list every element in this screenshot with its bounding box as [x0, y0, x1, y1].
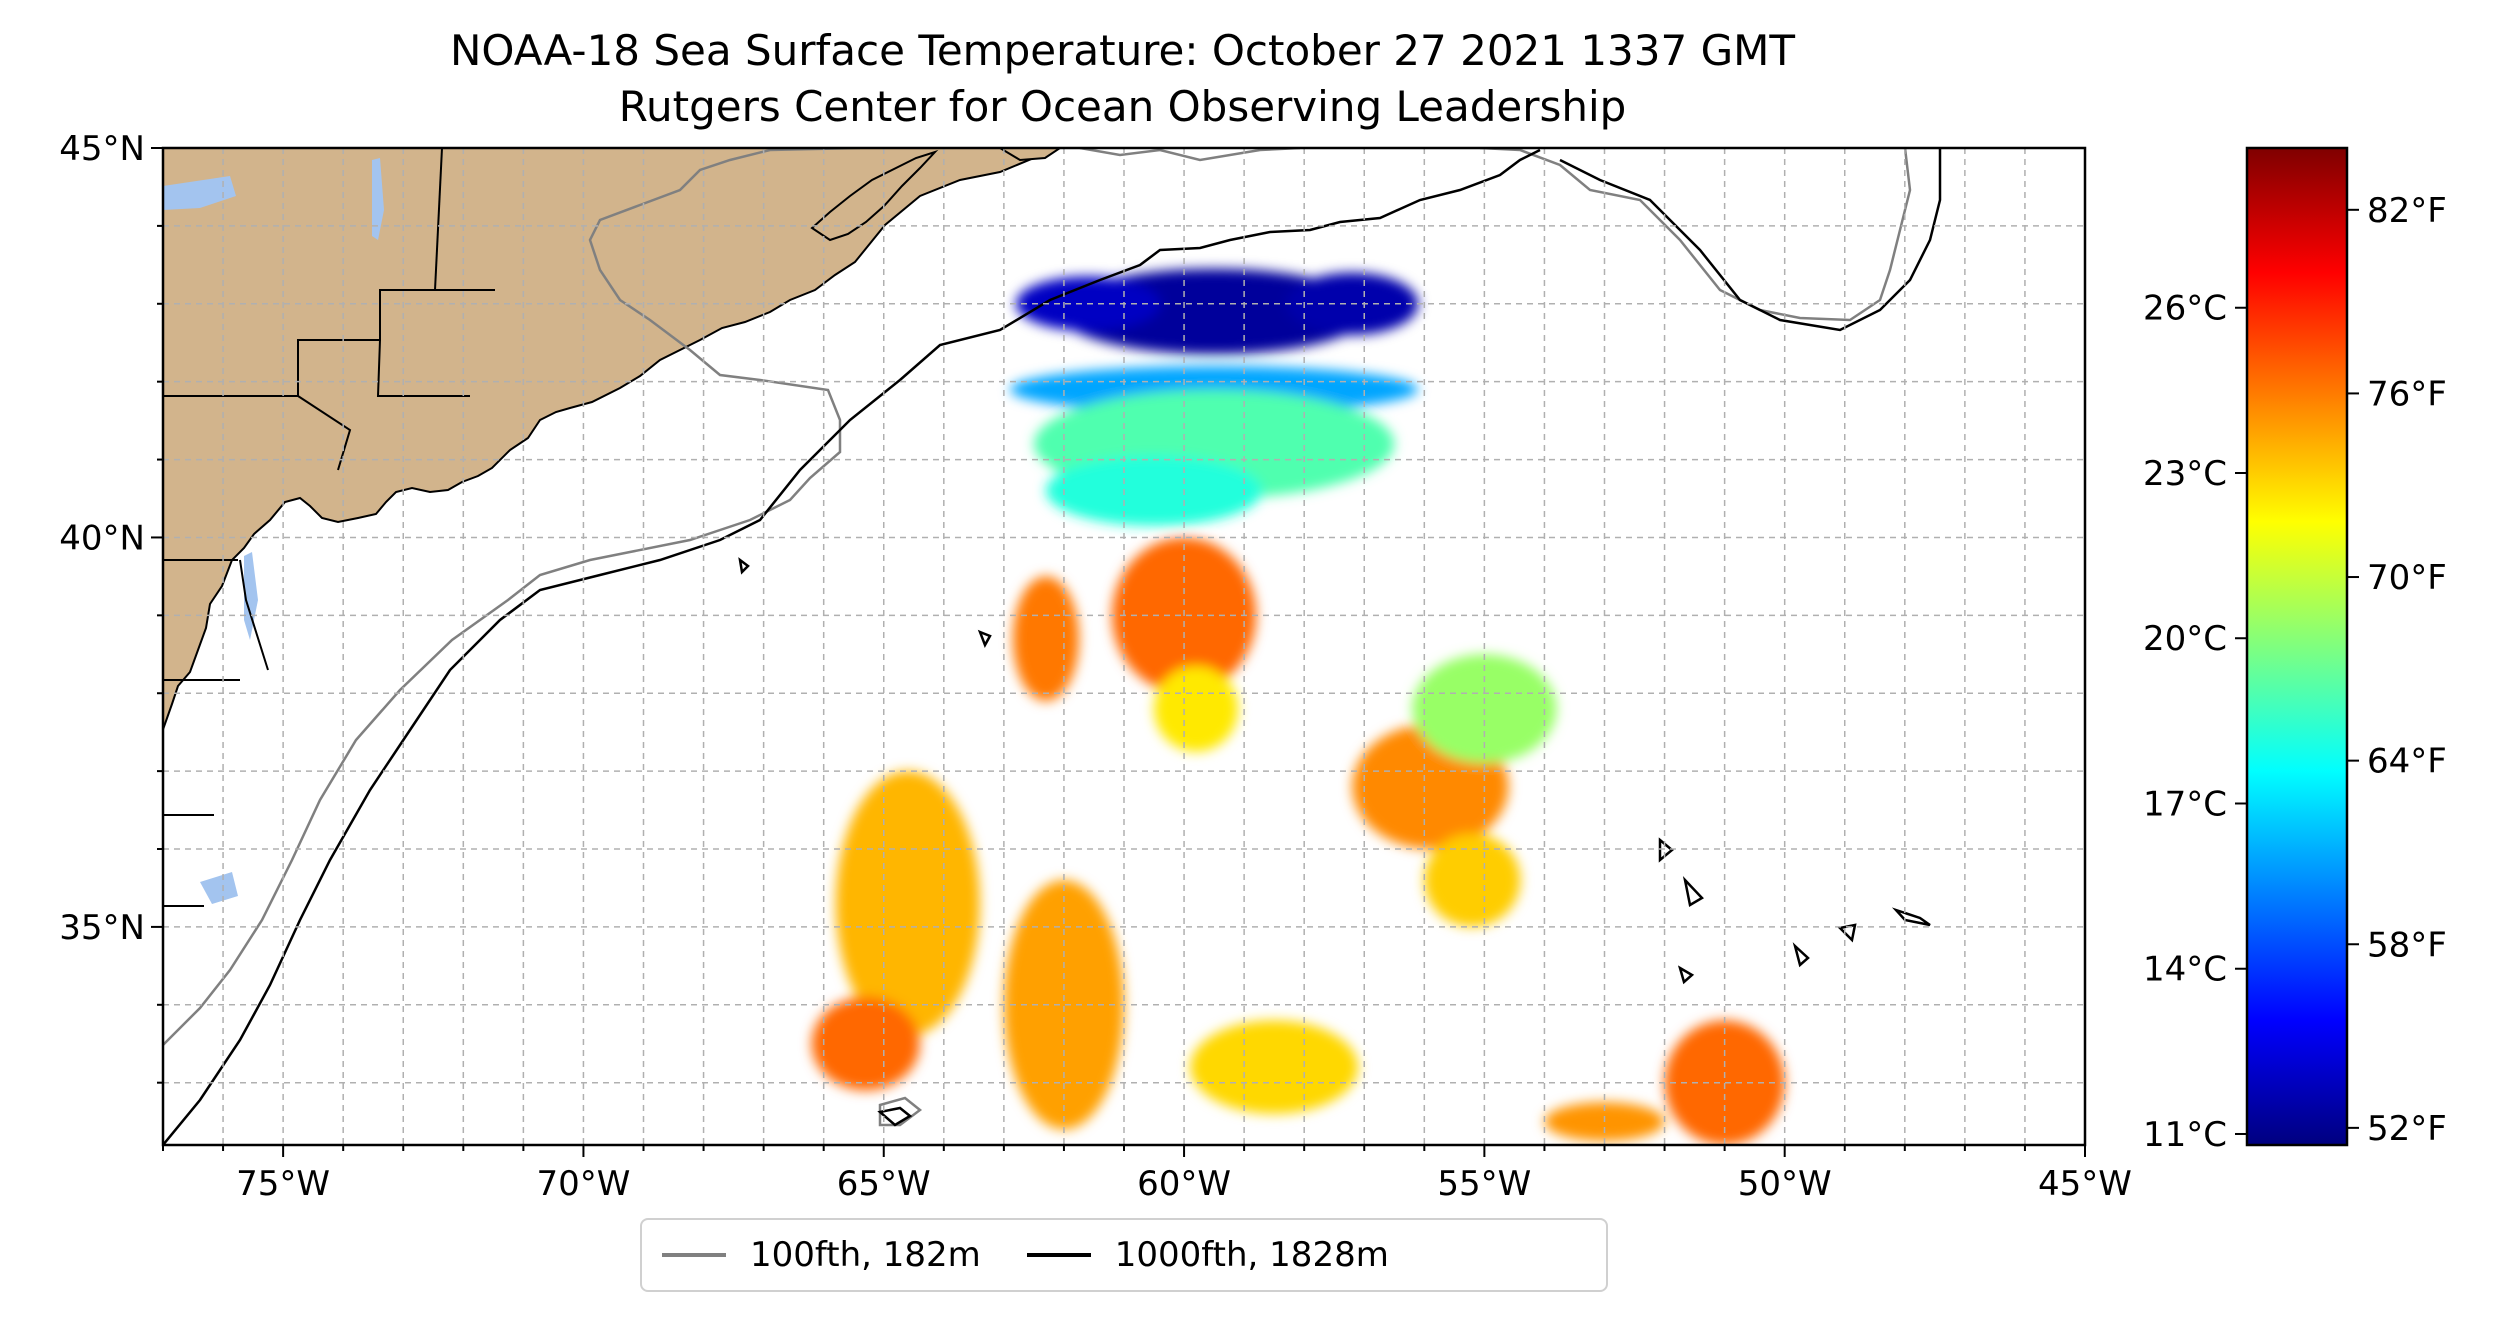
- colorbar-celsius-label: 14°C: [2143, 950, 2227, 990]
- colorbar-celsius-label: 20°C: [2143, 619, 2227, 659]
- land-north-america: [163, 148, 1059, 961]
- legend-entry-1000fth: 1000fth, 1828m: [1007, 1220, 1389, 1290]
- colorbar-celsius-label: 23°C: [2143, 454, 2227, 494]
- colorbar-gradient: [2245, 146, 2349, 1147]
- sst-patch-15: [1664, 1020, 1785, 1145]
- sst-patch-9: [835, 771, 980, 1036]
- legend-swatch-1000fth: [1026, 1253, 1091, 1257]
- colorbar-fahrenheit-label: 64°F: [2367, 742, 2447, 782]
- colorbar-fahrenheit-label: 52°F: [2367, 1109, 2447, 1149]
- x-tick-label: 60°W: [1137, 1164, 1231, 1204]
- legend-label-100fth: 100fth, 182m: [750, 1235, 981, 1275]
- x-tick-label: 55°W: [1437, 1164, 1531, 1204]
- sst-patch-10: [811, 997, 920, 1091]
- lake-chesapeake: [244, 552, 258, 640]
- sst-patch-8: [1012, 576, 1079, 702]
- legend-swatch-100fth: [662, 1253, 726, 1257]
- x-tick-label: 70°W: [536, 1164, 630, 1204]
- gridlines: [163, 148, 2085, 1145]
- colorbar-fahrenheit-label: 58°F: [2367, 925, 2447, 965]
- isobath-1000fth: [163, 148, 1942, 1145]
- colorbar-fahrenheit-label: 76°F: [2367, 374, 2447, 414]
- land-layer: [163, 148, 1062, 961]
- colorbar-celsius-label: 17°C: [2143, 784, 2227, 824]
- colorbar-celsius-label: 11°C: [2143, 1115, 2227, 1155]
- sst-patch-5: [1045, 455, 1263, 526]
- x-tick-label: 45°W: [2038, 1164, 2132, 1204]
- colorbar-celsius-label: 26°C: [2143, 289, 2227, 329]
- map-subtitle: Rutgers Center for Ocean Observing Leade…: [618, 82, 1627, 131]
- x-tick-label: 50°W: [1738, 1164, 1832, 1204]
- legend-entry-100fth: 100fth, 182m: [642, 1220, 981, 1290]
- lake-pamlico: [200, 872, 238, 904]
- sst-patch-13: [1412, 654, 1557, 764]
- lake-champlain: [372, 158, 384, 240]
- map-title: NOAA-18 Sea Surface Temperature: October…: [449, 26, 1796, 75]
- sst-patch-14: [1424, 833, 1521, 927]
- sst-patch-16: [1190, 1020, 1359, 1114]
- land-nova-scotia: [810, 149, 939, 242]
- land-newfoundland: [998, 148, 1062, 162]
- sst-patch-7: [1154, 665, 1239, 752]
- legend-label-1000fth: 1000fth, 1828m: [1114, 1235, 1389, 1275]
- y-tick-label: 35°N: [59, 908, 145, 948]
- y-tick-label: 45°N: [59, 129, 145, 169]
- colorbar-fahrenheit-label: 70°F: [2367, 558, 2447, 598]
- lake-ontario-edge: [163, 176, 236, 210]
- y-tick-label: 40°N: [59, 518, 145, 558]
- map-axes: 75°W 70°W 65°W 60°W 55°W 50°W 45°W 35°N 40°N 45°N: [59, 129, 2132, 1204]
- sst-patch-11: [1003, 880, 1124, 1130]
- lakes-layer: [163, 158, 384, 904]
- x-tick-label: 75°W: [236, 1164, 330, 1204]
- isobath-legend: 100fth, 182m 1000fth, 1828m: [640, 1218, 1608, 1292]
- state-borders: [163, 148, 495, 907]
- colorbar-fahrenheit-label: 82°F: [2367, 191, 2447, 231]
- x-tick-label: 65°W: [837, 1164, 931, 1204]
- colorbar: 11°C 14°C 17°C 20°C 23°C 26°C 52°F 58°F 64°F 70°F…: [2143, 146, 2447, 1155]
